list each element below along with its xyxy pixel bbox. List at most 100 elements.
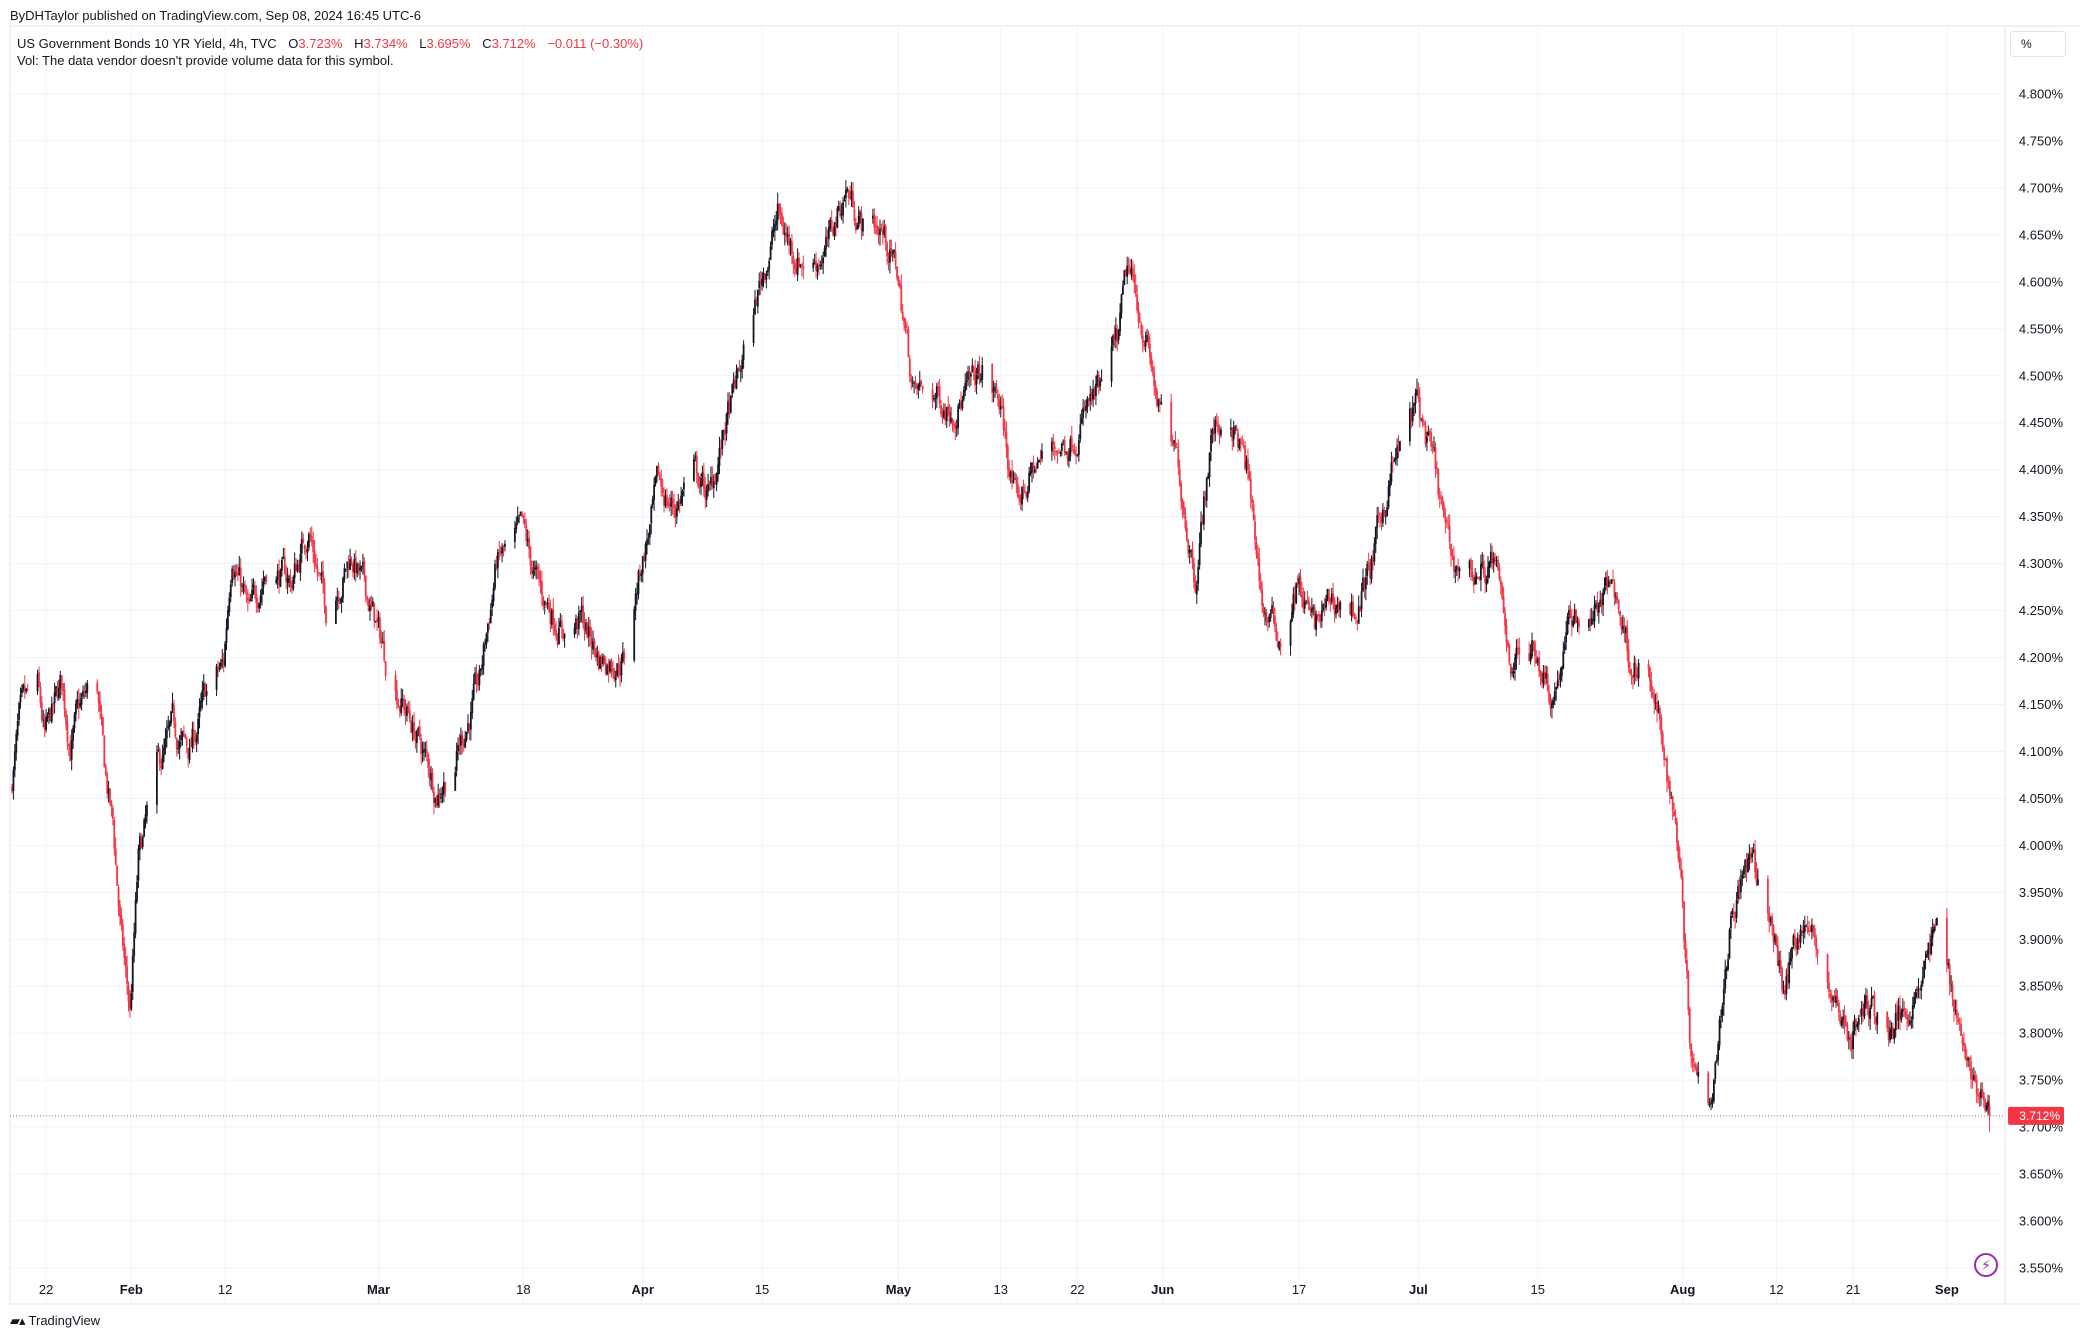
candle-body: [1445, 520, 1448, 523]
candle-body: [998, 399, 1001, 410]
candle-body: [592, 641, 594, 650]
candle-body: [1987, 1101, 1989, 1106]
candle-body: [1146, 335, 1148, 342]
candle-body: [860, 212, 863, 231]
candle-body: [1714, 1062, 1717, 1079]
candle-body: [224, 643, 226, 667]
candle-body: [1157, 399, 1160, 406]
candle-body: [1869, 1007, 1872, 1019]
candle-body: [259, 595, 262, 603]
candle-body: [1816, 948, 1819, 955]
candle-body: [1837, 1002, 1840, 1013]
candle-body: [1918, 988, 1921, 991]
candle-body: [1887, 1026, 1890, 1040]
candle-body: [1495, 559, 1498, 562]
candle-body: [1337, 603, 1340, 612]
candle-body: [1120, 294, 1123, 314]
candle-body: [1749, 853, 1752, 859]
candle-body: [1468, 561, 1471, 569]
candle-body: [1430, 432, 1433, 447]
candle-body: [886, 243, 888, 257]
candle-body: [1874, 1017, 1877, 1024]
candle-body: [1083, 407, 1086, 410]
candle-body: [1356, 620, 1359, 622]
lightning-icon[interactable]: ⚡: [1974, 1253, 1998, 1277]
candle-body: [276, 571, 279, 581]
candle-body: [602, 656, 604, 664]
candle-body: [1376, 515, 1379, 528]
candle-body: [308, 533, 310, 548]
candle-body: [531, 566, 533, 573]
candle-body: [76, 698, 79, 705]
candle-body: [310, 535, 313, 542]
candle-body: [1950, 984, 1953, 986]
candle-body: [1612, 579, 1614, 581]
candle-body: [397, 705, 400, 708]
candle-body: [1301, 591, 1303, 598]
candle-body: [62, 683, 65, 691]
candle-body: [677, 501, 680, 510]
unit-toggle-button[interactable]: %: [2010, 31, 2066, 57]
candle-body: [741, 359, 744, 370]
candle-body: [425, 750, 428, 754]
candle-body: [798, 258, 800, 267]
candle-body: [768, 260, 771, 270]
candle-body: [251, 589, 253, 599]
candle-body: [70, 740, 73, 760]
candle-body: [656, 465, 658, 478]
candle-body: [1372, 557, 1374, 562]
candle-body: [1336, 604, 1339, 609]
tradingview-logo-icon: ▰▴: [10, 1313, 26, 1328]
candle-body: [380, 637, 383, 643]
candle-body: [502, 545, 505, 548]
candle-body: [1036, 461, 1039, 469]
candle-body: [549, 608, 552, 625]
candle-body: [1961, 1037, 1964, 1044]
candle-body: [239, 567, 242, 587]
candle-body: [1636, 674, 1639, 679]
candle-body: [1383, 509, 1386, 516]
candle-body: [1313, 606, 1316, 629]
candle-body: [933, 398, 935, 400]
candle-body: [444, 782, 447, 792]
candle-body: [785, 232, 788, 237]
candle-body: [215, 666, 218, 690]
tradingview-logo[interactable]: ▰▴ TradingView: [10, 1313, 100, 1329]
candle-body: [482, 644, 485, 666]
candle-body: [354, 557, 357, 574]
candle-body: [719, 447, 722, 450]
symbol-title[interactable]: US Government Bonds 10 YR Yield, 4h, TVC: [17, 36, 277, 51]
candle-body: [957, 406, 960, 428]
candle-body: [384, 661, 387, 676]
candle-body: [897, 277, 900, 285]
candle-body: [536, 566, 539, 571]
candle-body: [947, 406, 950, 414]
candle-body: [442, 782, 445, 794]
candle-body: [66, 722, 69, 742]
candle-body: [22, 684, 25, 690]
candle-body: [1616, 596, 1619, 601]
candle-body: [516, 516, 519, 523]
candle-body: [1614, 596, 1617, 598]
candle-body: [950, 418, 952, 423]
candle-body: [256, 604, 259, 608]
candle-body: [1504, 613, 1506, 627]
candle-body: [1955, 1009, 1958, 1019]
candle-body: [1154, 385, 1157, 393]
candle-body: [1129, 268, 1131, 273]
candle-body: [1112, 335, 1114, 346]
candle-body: [974, 369, 977, 386]
candle-body: [643, 555, 646, 562]
candle-body: [1654, 703, 1657, 704]
candle-body: [1214, 419, 1217, 434]
candle-body: [1026, 491, 1029, 498]
candle-body: [281, 559, 283, 571]
candle-body: [477, 682, 479, 686]
candle-body: [1080, 417, 1083, 424]
candle-body: [971, 365, 974, 373]
candle-body: [1478, 577, 1481, 580]
candle-body: [1718, 1019, 1721, 1046]
candle-body: [1936, 917, 1938, 926]
candle-body: [852, 191, 854, 207]
